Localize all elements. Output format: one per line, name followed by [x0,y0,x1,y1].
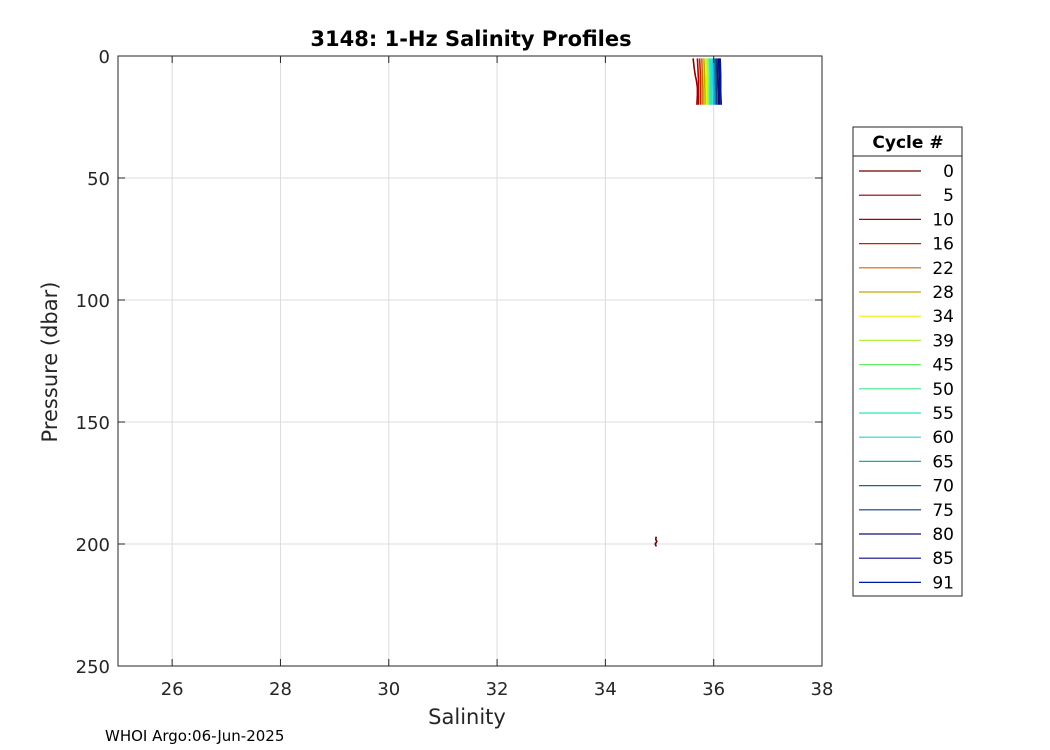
profile-line-cycle-70 [714,58,717,105]
legend-label-91: 91 [932,573,954,593]
legend-label-60: 60 [932,428,954,448]
legend: Cycle # 0 5 10 16 22 28 34 39 45 50 55 60 65 70 75 80 85… [852,126,963,597]
legend-label-28: 28 [932,283,954,303]
x-axis-ticks: 26 28 30 32 34 36 38 [161,56,834,700]
plot-frame [117,55,823,667]
profile-line-cycle-80 [717,58,720,105]
x-axis-label: Salinity [428,705,506,729]
y-tick-label: 0 [99,47,110,68]
legend-entries: 0 5 10 16 22 28 34 39 45 50 55 60 65 70 75 80 85 91 [859,162,954,593]
profile-line-cycle-28 [703,58,706,105]
x-tick-label: 34 [594,679,617,700]
legend-label-10: 10 [932,210,954,230]
y-tick-label: 200 [76,535,110,556]
legend-title: Cycle # [872,133,943,153]
y-axis-ticks: 0 50 100 150 200 250 [76,47,822,678]
x-tick-label: 32 [486,679,509,700]
profile-line-cycle-34 [704,58,708,105]
legend-label-80: 80 [932,525,954,545]
chart-title: 3148: 1-Hz Salinity Profiles [310,27,631,51]
profile-line-cycle-50 [709,58,712,105]
profile-line-cycle-60 [711,58,715,105]
legend-label-55: 55 [932,404,954,424]
legend-label-45: 45 [932,356,954,376]
profile-line-cycle-16 [698,58,702,105]
legend-label-50: 50 [932,380,954,400]
x-tick-label: 36 [702,679,725,700]
plot-area [118,56,822,666]
x-tick-label: 38 [811,679,834,700]
legend-label-5: 5 [943,186,954,206]
profile-line-cycle-39 [706,58,710,105]
legend-label-70: 70 [932,477,954,497]
x-tick-label: 28 [269,679,292,700]
profile-line-cycle-45 [708,58,711,105]
y-tick-label: 100 [76,291,110,312]
y-tick-label: 250 [76,657,110,678]
legend-label-39: 39 [932,331,954,351]
legend-label-34: 34 [932,307,954,327]
profile-line-cycle-75 [715,58,718,105]
legend-label-16: 16 [932,235,954,255]
x-tick-label: 30 [377,679,400,700]
y-axis-label: Pressure (dbar) [38,282,62,443]
footer-credit: WHOI Argo:06-Jun-2025 [105,727,284,745]
profile-line-cycle-85 [718,58,721,105]
profile-line-cycle-0 [654,536,658,547]
profile-line-cycle-10 [696,58,700,105]
legend-label-22: 22 [932,259,954,279]
y-tick-label: 50 [87,169,110,190]
legend-box [852,126,963,597]
profile-series [654,58,723,547]
x-tick-label: 26 [161,679,184,700]
profile-line-cycle-22 [701,58,704,105]
legend-label-75: 75 [932,501,954,521]
legend-label-0: 0 [943,162,954,182]
legend-label-85: 85 [932,549,954,569]
profile-line-cycle-5 [692,58,699,105]
profile-line-cycle-65 [712,58,716,105]
profile-line-cycle-55 [710,58,713,105]
profile-line-cycle-91 [719,58,723,105]
y-tick-label: 150 [76,413,110,434]
legend-label-65: 65 [932,452,954,472]
